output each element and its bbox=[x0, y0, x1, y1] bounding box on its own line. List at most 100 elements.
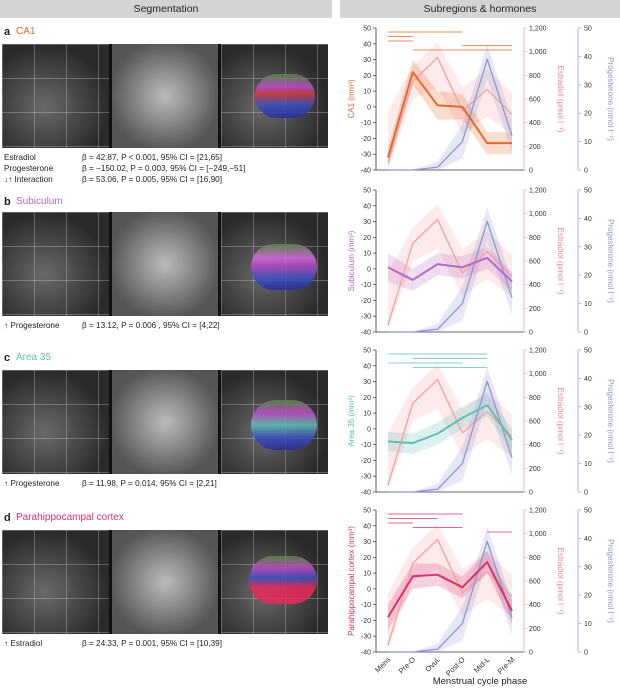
y-tick-label: 0 bbox=[367, 104, 371, 111]
mri-strip-ca1 bbox=[2, 44, 329, 148]
y2-tick-label: 1,200 bbox=[529, 26, 547, 33]
mri-seg-tile bbox=[221, 530, 329, 634]
mri-zoom-tile bbox=[111, 212, 219, 316]
x-tick-label: Pre-M bbox=[496, 655, 517, 676]
mri-zoom-tile bbox=[111, 530, 219, 634]
progesterone-line bbox=[388, 220, 513, 333]
mri-coronal-tile bbox=[2, 370, 109, 474]
y2-tick-label: 400 bbox=[529, 442, 541, 449]
x-tick-label: Pre-O bbox=[397, 655, 418, 676]
progesterone-line bbox=[388, 58, 513, 171]
estradiol-line bbox=[387, 56, 513, 164]
panel-a-title: CA1 bbox=[16, 26, 36, 37]
y-tick-label: 10 bbox=[363, 571, 371, 578]
y2-tick-label: 0 bbox=[529, 650, 533, 657]
panel-c-letter: c bbox=[4, 352, 11, 364]
stats-subiculum: ↑ Progesterone β = 13.12, P = 0.006 , 95%… bbox=[4, 320, 220, 331]
y3-tick-label: 30 bbox=[584, 564, 592, 571]
y3-tick-label: 50 bbox=[584, 508, 592, 515]
volume-line bbox=[387, 256, 513, 283]
y2-tick-label: 800 bbox=[529, 395, 541, 402]
y2-tick-label: 1,000 bbox=[529, 49, 547, 56]
y-tick-label: 50 bbox=[363, 188, 371, 195]
y2-tick-label: 1,000 bbox=[529, 531, 547, 538]
y3-tick-label: 0 bbox=[584, 650, 588, 657]
y2-tick-label: 200 bbox=[529, 144, 541, 151]
y-tick-label: -20 bbox=[361, 458, 371, 465]
y2-tick-label: 400 bbox=[529, 602, 541, 609]
mri-seg-tile bbox=[221, 212, 329, 316]
y2-tick-label: 0 bbox=[529, 330, 533, 337]
y-tick-label: -30 bbox=[361, 152, 371, 159]
y-tick-label: -30 bbox=[361, 474, 371, 481]
panel-b-title: Subiculum bbox=[16, 196, 63, 207]
progesterone-line bbox=[388, 540, 513, 653]
volume-band bbox=[388, 551, 512, 630]
y-tick-label: -40 bbox=[361, 650, 371, 657]
y2-tick-label: 400 bbox=[529, 120, 541, 127]
y2-tick-label: 200 bbox=[529, 466, 541, 473]
y3-tick-label: 20 bbox=[584, 273, 592, 280]
volume-band bbox=[388, 246, 512, 291]
y2-tick-label: 600 bbox=[529, 97, 541, 104]
y-tick-label: -10 bbox=[361, 120, 371, 127]
y2-tick-label: 1,000 bbox=[529, 211, 547, 218]
y2-tick-label: 1,000 bbox=[529, 371, 547, 378]
y-tick-label: 20 bbox=[363, 395, 371, 402]
y-tick-label: 20 bbox=[363, 73, 371, 80]
y2-tick-label: 1,200 bbox=[529, 188, 547, 195]
volume-line bbox=[387, 404, 513, 445]
y-tick-label: 40 bbox=[363, 41, 371, 48]
y-tick-label: 40 bbox=[363, 363, 371, 370]
estradiol-band bbox=[388, 204, 512, 330]
y2-tick-label: 400 bbox=[529, 282, 541, 289]
mri-coronal-tile bbox=[2, 212, 109, 316]
y-tick-label: 20 bbox=[363, 235, 371, 242]
y2-tick-label: 800 bbox=[529, 555, 541, 562]
y3-tick-label: 40 bbox=[584, 216, 592, 223]
y3-tick-label: 30 bbox=[584, 82, 592, 89]
y2-tick-label: 600 bbox=[529, 419, 541, 426]
y-tick-label: 40 bbox=[363, 203, 371, 210]
y2-tick-label: 800 bbox=[529, 73, 541, 80]
y2-tick-label: 0 bbox=[529, 168, 533, 175]
y2-tick-label: 600 bbox=[529, 579, 541, 586]
estradiol-line bbox=[387, 378, 513, 486]
stat-row: ↑ Progesterone β = 11.98, P = 0.014, 95% … bbox=[4, 479, 217, 488]
y-axis-label: Parahippocampal cortex (mm³) bbox=[347, 526, 356, 636]
x-tick-label: Ovul. bbox=[423, 655, 442, 674]
y3-tick-label: 30 bbox=[584, 244, 592, 251]
y3-tick-label: 10 bbox=[584, 301, 592, 308]
progesterone-axis-label: Progesterone (nmol l⁻¹) bbox=[606, 379, 615, 463]
y2-tick-label: 200 bbox=[529, 626, 541, 633]
progesterone-axis-label: Progesterone (nmol l⁻¹) bbox=[606, 219, 615, 303]
progesterone-band bbox=[388, 367, 512, 492]
y3-tick-label: 40 bbox=[584, 376, 592, 383]
panel-a-letter: a bbox=[4, 26, 11, 38]
y3-tick-label: 20 bbox=[584, 433, 592, 440]
y-tick-label: -30 bbox=[361, 634, 371, 641]
progesterone-band bbox=[388, 527, 512, 652]
estradiol-line bbox=[387, 538, 513, 646]
y3-tick-label: 0 bbox=[584, 490, 588, 497]
y-tick-label: -20 bbox=[361, 298, 371, 305]
panel-d-letter: d bbox=[4, 512, 11, 524]
y-tick-label: -40 bbox=[361, 168, 371, 175]
y-tick-label: 0 bbox=[367, 586, 371, 593]
y-tick-label: 50 bbox=[363, 348, 371, 355]
panel-d-title: Parahippocampal cortex bbox=[16, 512, 124, 523]
y-tick-label: -20 bbox=[361, 618, 371, 625]
y-tick-label: -10 bbox=[361, 282, 371, 289]
stats-ca1: Estradiol β = 42.87, P < 0.001, 95% CI = … bbox=[4, 152, 245, 185]
y2-tick-label: 800 bbox=[529, 235, 541, 242]
estradiol-band bbox=[388, 524, 512, 650]
y-tick-label: -40 bbox=[361, 330, 371, 337]
y-tick-label: -10 bbox=[361, 442, 371, 449]
mri-zoom-tile bbox=[111, 44, 219, 148]
x-tick-label: Mens bbox=[373, 655, 393, 675]
estradiol-axis-label: Estradiol (pmol l⁻¹) bbox=[556, 66, 565, 133]
y-tick-label: 10 bbox=[363, 89, 371, 96]
y-tick-label: -20 bbox=[361, 136, 371, 143]
segmentation-header: Segmentation bbox=[0, 0, 332, 18]
y-tick-label: 30 bbox=[363, 57, 371, 64]
